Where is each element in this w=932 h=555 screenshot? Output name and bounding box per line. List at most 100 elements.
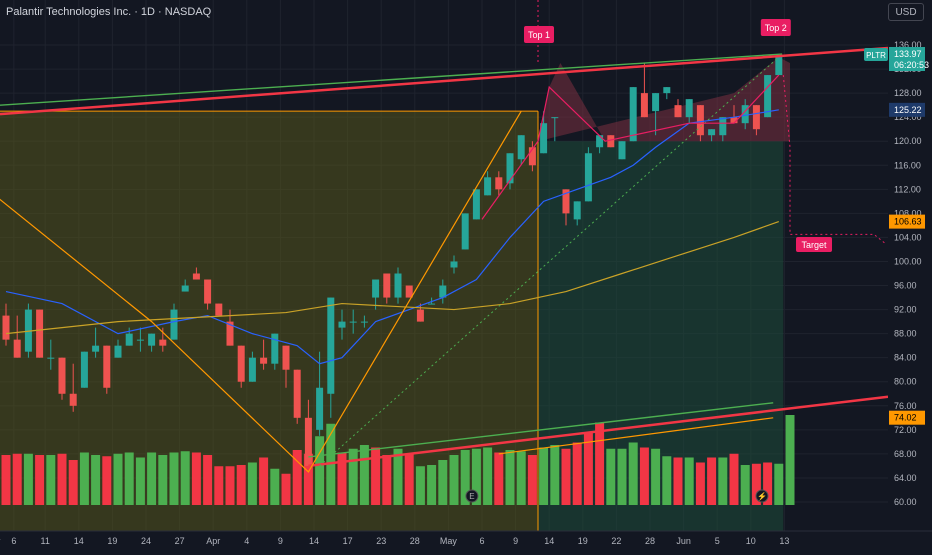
candle-body xyxy=(585,153,592,201)
volume-bar xyxy=(349,449,358,505)
x-tick-label: 17 xyxy=(343,536,353,546)
volume-bar xyxy=(730,454,739,505)
volume-bar xyxy=(550,445,559,505)
candle-body xyxy=(137,340,144,341)
ma-slow-label: 106.63 xyxy=(894,217,922,227)
symbol-tag-text: PLTR xyxy=(866,51,886,60)
y-tick-label: 120.00 xyxy=(894,136,922,146)
candle-body xyxy=(350,322,357,323)
candle-body xyxy=(271,334,278,364)
x-tick-label: 4 xyxy=(244,536,249,546)
volume-bar xyxy=(685,458,694,506)
candle-body xyxy=(372,280,379,298)
volume-bar xyxy=(640,448,649,506)
x-tick-label: 14 xyxy=(544,536,554,546)
volume-bar xyxy=(595,423,604,506)
volume-bar xyxy=(125,453,134,506)
volume-bar xyxy=(259,458,268,506)
volume-bar xyxy=(741,465,750,505)
candle-body xyxy=(551,117,558,118)
volume-bar xyxy=(674,458,683,506)
y-tick-label: 84.00 xyxy=(894,353,917,363)
candle-body xyxy=(507,153,514,183)
volume-bar xyxy=(35,455,44,505)
y-tick-label: 100.00 xyxy=(894,256,922,266)
candle-body xyxy=(204,280,211,304)
chart-title: Palantir Technologies Inc. · 1D · NASDAQ xyxy=(6,6,211,18)
candle-body xyxy=(327,298,334,394)
volume-bar xyxy=(282,474,291,505)
volume-bar xyxy=(24,454,33,505)
candle-body xyxy=(495,177,502,189)
volume-bar xyxy=(662,456,671,505)
volume-bar xyxy=(450,455,459,505)
volume-bar xyxy=(147,453,156,506)
candle-body xyxy=(294,370,301,418)
volume-bar xyxy=(405,454,414,505)
volume-bar xyxy=(786,415,795,505)
volume-bar xyxy=(360,445,369,505)
x-tick-label: 28 xyxy=(645,536,655,546)
volume-bar xyxy=(192,453,201,506)
candle-body xyxy=(81,352,88,388)
candle-body xyxy=(249,358,256,382)
candle-body xyxy=(47,358,54,359)
volume-bar xyxy=(181,451,190,505)
x-tick-label: 10 xyxy=(746,536,756,546)
volume-bar xyxy=(214,466,223,505)
y-tick-label: 72.00 xyxy=(894,425,917,435)
volume-bar xyxy=(13,454,22,505)
x-tick-label: Apr xyxy=(206,536,220,546)
volume-bar xyxy=(69,460,78,505)
candle-body xyxy=(630,87,637,141)
volume-bar xyxy=(203,455,212,505)
volume-bar xyxy=(517,451,526,505)
y-tick-label: 92.00 xyxy=(894,305,917,315)
candle-body xyxy=(361,322,368,323)
countdown-label: 06:20:53 xyxy=(894,60,929,70)
volume-bar xyxy=(158,455,167,505)
candle-body xyxy=(182,286,189,292)
volume-bar xyxy=(438,460,447,505)
y-tick-label: 112.00 xyxy=(894,184,921,194)
candle-body xyxy=(675,105,682,117)
candle-body xyxy=(753,105,760,129)
volume-bar xyxy=(80,453,89,506)
candle-body xyxy=(283,346,290,370)
x-tick-label: 14 xyxy=(309,536,319,546)
volume-bar xyxy=(562,449,571,505)
y-tick-label: 88.00 xyxy=(894,329,917,339)
volume-bar xyxy=(651,449,660,505)
volume-bar xyxy=(136,458,145,506)
volume-bar xyxy=(718,458,727,506)
volume-bar xyxy=(483,448,492,506)
candle-body xyxy=(451,261,458,267)
candle-body xyxy=(103,346,110,388)
candle-body xyxy=(238,346,245,382)
x-tick-label: 11 xyxy=(41,536,50,546)
x-tick-label: 6 xyxy=(11,536,16,546)
volume-bar xyxy=(382,455,391,505)
volume-bar xyxy=(371,448,380,506)
top2-label: Top 2 xyxy=(765,23,787,33)
candle-body xyxy=(126,334,133,346)
volume-bar xyxy=(539,448,548,506)
volume-bar xyxy=(629,443,638,506)
volume-bar xyxy=(114,454,123,505)
volume-bar xyxy=(58,454,67,505)
y-tick-label: 68.00 xyxy=(894,449,917,459)
volume-bar xyxy=(606,449,615,505)
candle-body xyxy=(719,117,726,135)
volume-bar xyxy=(46,455,55,505)
x-tick-label: 23 xyxy=(376,536,386,546)
candle-body xyxy=(260,358,267,364)
candle-body xyxy=(428,304,435,305)
candle-body xyxy=(641,93,648,117)
volume-bar xyxy=(91,455,100,505)
y-tick-label: 128.00 xyxy=(894,88,922,98)
x-tick-label: 5 xyxy=(715,536,720,546)
candle-body xyxy=(339,322,346,328)
currency-button[interactable]: USD xyxy=(888,3,924,21)
